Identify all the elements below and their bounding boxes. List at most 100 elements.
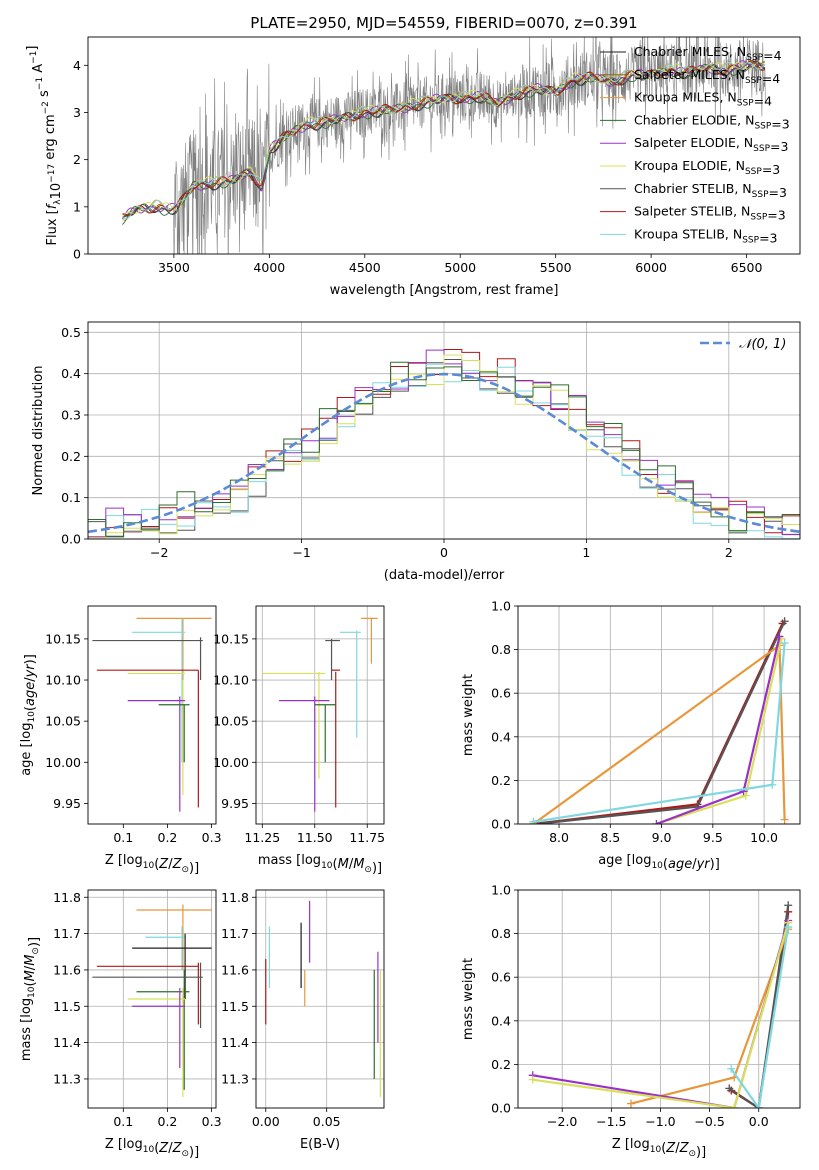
label-part: −1: [29, 51, 39, 64]
label-part: (: [333, 857, 338, 872]
label-part: mass weight: [461, 958, 476, 1040]
y-tick-label: 0.6: [491, 970, 511, 985]
label-part: ⊙: [181, 1149, 189, 1159]
label-part: =4: [763, 48, 781, 63]
x-tick-label: 0.05: [313, 1114, 341, 1129]
axes-frame: [517, 889, 801, 1109]
x-axis-label: Z [log10(Z/Z⊙)]: [105, 1137, 199, 1160]
y-tick-label: 0.4: [491, 729, 511, 744]
data-spectrum-line: [122, 37, 766, 254]
label-part: Salpeter MILES, N: [634, 67, 745, 82]
x-tick-label: 6000: [635, 260, 667, 275]
y-axis-label: age [log10(age/yr)]: [19, 654, 38, 776]
x-axis-label: (data-model)/error: [384, 568, 505, 583]
weight-marker: [754, 1104, 763, 1108]
y-tick-label: 0.3: [61, 408, 81, 423]
label-part: Salpeter STELIB, N: [634, 204, 750, 219]
y-tick-label: 0.4: [61, 366, 81, 381]
label-part: Z: [665, 1141, 676, 1156]
label-part: A: [31, 64, 46, 77]
y-tick-label: 2: [73, 152, 81, 167]
x-axis-label: Z [log10(Z/Z⊙)]: [105, 853, 199, 876]
y-tick-label: 0.4: [491, 1013, 511, 1028]
y-tick-label: 1.0: [491, 883, 511, 898]
x-tick-label: 0.00: [252, 1114, 280, 1129]
legend-label: Salpeter STELIB, NSSP=3: [634, 204, 786, 223]
plot-area-age-vs-mass: [262, 617, 378, 812]
label-part: Z [log: [105, 1137, 143, 1152]
label-part: 10: [143, 1145, 155, 1155]
weight-line: [730, 926, 790, 1108]
x-tick-label: 2: [725, 545, 733, 560]
axes-weight-vs-z: −2.0 −1.5 −1.0 −0.5 0.0 0.0 0.2 0.4 0.6 0.8 1.0 Z […: [461, 883, 801, 1160]
label-part: ⊙: [181, 865, 189, 875]
label-part: Z: [172, 1141, 183, 1156]
x-tick-label: 11.75: [349, 830, 385, 845]
x-axis-label: E(B-V): [300, 1137, 340, 1152]
y-axis-label: Flux [fλ10−17 erg cm−2 s−1 A−1]: [25, 46, 64, 246]
y-tick-label: 11.5: [53, 999, 81, 1014]
weight-marker: [529, 817, 538, 824]
y-tick-label: 10.00: [45, 755, 81, 770]
y-tick-label: 0.0: [491, 817, 511, 832]
label-part: (data-model)/error: [384, 568, 505, 583]
y-tick-label: 9.95: [53, 796, 81, 811]
label-part: SSP: [745, 76, 762, 86]
x-tick-label: −1.0: [645, 1114, 675, 1129]
label-part: )]: [696, 1145, 706, 1160]
weight-marker: [741, 791, 750, 800]
x-tick-label: −1: [292, 545, 310, 560]
label-part: M: [353, 857, 364, 872]
y-tick-label: 10.15: [213, 631, 249, 646]
y-tick-label: 11.8: [221, 890, 249, 905]
weight-marker: [775, 632, 784, 641]
label-part: SSP: [753, 144, 770, 154]
label-part: Z [log: [612, 1137, 650, 1152]
label-part: (: [154, 857, 159, 872]
y-tick-label: 10.10: [213, 673, 249, 688]
label-part: Kroupa MILES, N: [634, 90, 737, 105]
axes-frame: [517, 605, 801, 825]
axes-frame: [87, 889, 217, 1109]
label-part: SSP: [750, 213, 767, 223]
legend-label: Kroupa MILES, NSSP=4: [634, 90, 772, 109]
y-tick-label: 0.8: [491, 926, 511, 941]
axes-mass-vs-ebv: 0.00 0.05 11.3 11.4 11.5 11.6 11.7 11.8 E(B-V): [221, 889, 385, 1152]
label-part: /: [23, 965, 38, 970]
label-part: )]: [372, 861, 382, 876]
axes-frame: [87, 321, 801, 540]
axes-frame: [87, 605, 217, 825]
weight-marker: [730, 1104, 739, 1108]
label-part: SSP: [746, 53, 763, 63]
x-tick-label: 0.2: [158, 830, 178, 845]
label-part: yr: [696, 857, 712, 872]
axes-frame: [87, 36, 801, 255]
label-part: =4: [762, 71, 780, 86]
label-part: 10: [321, 861, 333, 871]
label-part: /: [168, 857, 173, 872]
y-tick-label: 11.3: [53, 1071, 81, 1086]
y-tick-label: 1.0: [491, 599, 511, 614]
label-part: 10: [143, 861, 155, 871]
weight-marker: [528, 1075, 537, 1084]
weight-marker: [780, 639, 789, 648]
axes-frame: [255, 605, 385, 825]
y-tick-label: 0.2: [491, 1057, 511, 1072]
label-part: λ: [53, 199, 63, 205]
label-part: SSP: [752, 190, 769, 200]
y-axis-label: Normed distribution: [31, 366, 46, 496]
label-part: )]: [23, 654, 38, 664]
label-part: =3: [769, 185, 787, 200]
y-tick-label: 10.15: [45, 631, 81, 646]
chart-title: PLATE=2950, MJD=54559, FIBERID=0070, z=0…: [250, 14, 637, 32]
label-part: Z: [158, 1141, 169, 1156]
legend-label: Salpeter ELODIE, NSSP=3: [634, 135, 788, 154]
label-part: (: [661, 1141, 666, 1156]
x-tick-label: 0.2: [158, 1114, 178, 1129]
x-tick-label: −2: [150, 545, 168, 560]
y-tick-label: 0.0: [491, 1101, 511, 1116]
plot-area-mass-vs-z: [92, 904, 212, 1098]
label-part: M: [23, 970, 38, 981]
label-part: )]: [710, 857, 720, 872]
